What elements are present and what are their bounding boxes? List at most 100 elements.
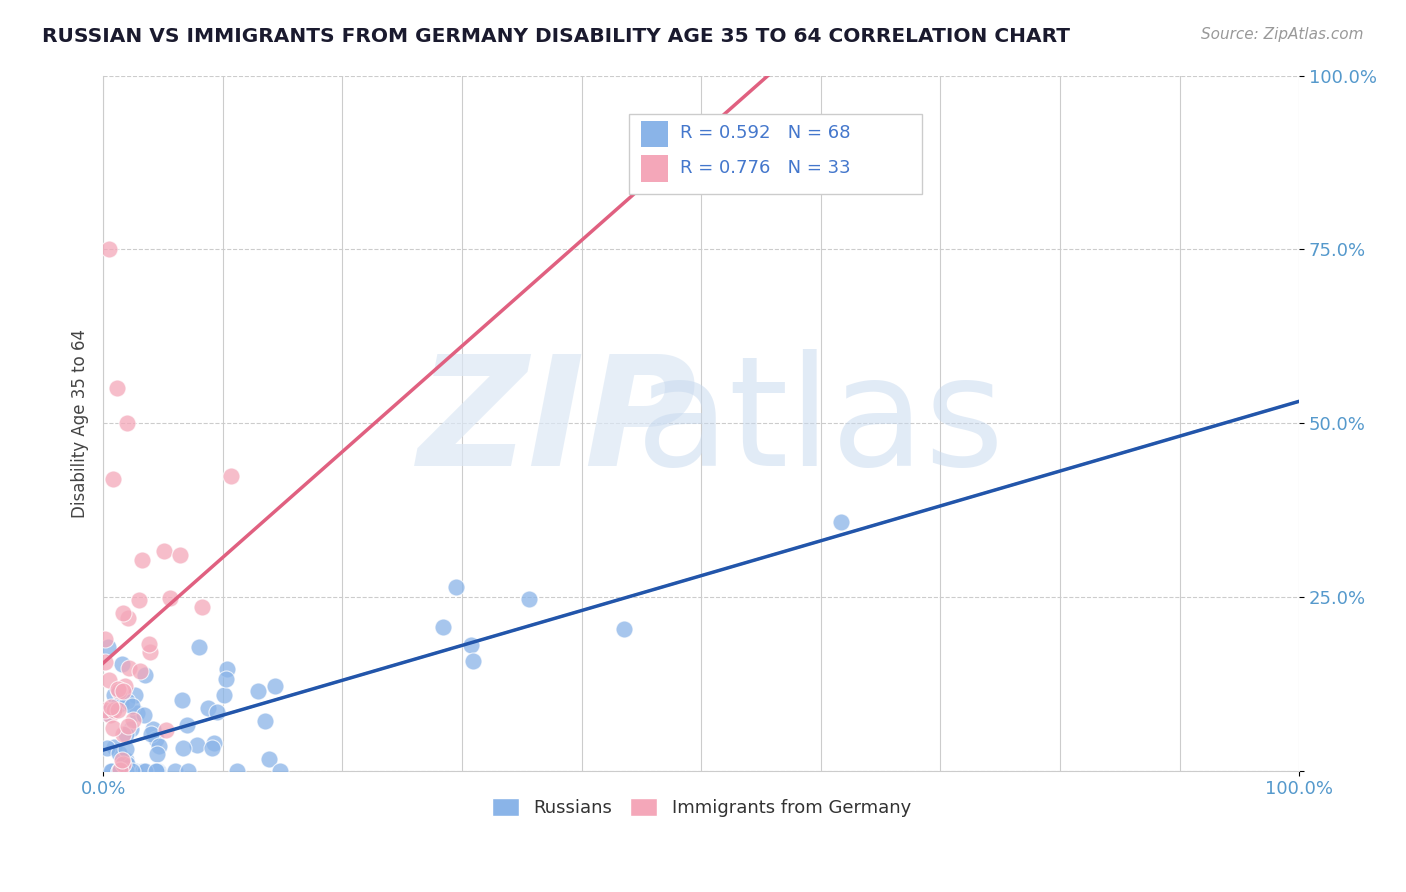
Bar <box>641 120 668 147</box>
Text: Source: ZipAtlas.com: Source: ZipAtlas.com <box>1201 27 1364 42</box>
Point <box>114 679 136 693</box>
Point <box>219 468 242 483</box>
Point <box>169 548 191 562</box>
Point <box>100 700 122 714</box>
Point <box>94 703 117 717</box>
Point <box>124 688 146 702</box>
Point <box>146 764 169 778</box>
Point <box>115 764 138 778</box>
Point <box>177 764 200 778</box>
Point <box>118 661 141 675</box>
Text: atlas: atlas <box>636 349 1005 498</box>
Point <box>121 764 143 778</box>
Point <box>115 416 138 430</box>
Point <box>96 741 118 756</box>
Point <box>176 718 198 732</box>
Bar <box>630 114 922 194</box>
Point <box>269 764 291 778</box>
Point <box>187 640 209 655</box>
Point <box>172 740 194 755</box>
Point <box>197 701 219 715</box>
Point <box>103 721 125 735</box>
Point <box>94 706 117 720</box>
Point <box>115 756 138 771</box>
Point <box>142 722 165 736</box>
Point <box>141 727 163 741</box>
Point <box>93 632 115 646</box>
Point <box>125 706 148 721</box>
Point <box>111 756 134 771</box>
Point <box>120 723 142 737</box>
Point <box>100 764 122 778</box>
Point <box>108 763 131 777</box>
Point <box>115 753 138 767</box>
Point <box>101 472 124 486</box>
Point <box>107 703 129 717</box>
Point <box>146 747 169 762</box>
Point <box>146 764 169 778</box>
Point <box>246 684 269 698</box>
Point <box>128 592 150 607</box>
Text: R = 0.776   N = 33: R = 0.776 N = 33 <box>679 159 851 177</box>
Point <box>225 764 247 778</box>
Point <box>103 688 125 702</box>
Point <box>212 688 235 702</box>
Point <box>207 705 229 719</box>
Point <box>107 698 129 712</box>
Point <box>148 739 170 753</box>
Point <box>117 611 139 625</box>
Point <box>263 679 285 693</box>
Point <box>107 764 129 778</box>
Point <box>131 552 153 566</box>
Point <box>98 242 121 256</box>
Point <box>444 580 467 594</box>
Point <box>111 657 134 672</box>
Point <box>215 662 238 676</box>
Text: RUSSIAN VS IMMIGRANTS FROM GERMANY DISABILITY AGE 35 TO 64 CORRELATION CHART: RUSSIAN VS IMMIGRANTS FROM GERMANY DISAB… <box>42 27 1070 45</box>
Point <box>117 719 139 733</box>
Point <box>93 655 115 669</box>
Point <box>134 668 156 682</box>
Point <box>122 714 145 728</box>
Point <box>159 591 181 606</box>
Legend: Russians, Immigrants from Germany: Russians, Immigrants from Germany <box>484 790 918 824</box>
Point <box>103 703 125 717</box>
Point <box>201 741 224 756</box>
Point <box>129 664 152 678</box>
Point <box>517 592 540 607</box>
Point <box>100 764 122 778</box>
Point <box>112 684 135 698</box>
Point <box>257 752 280 766</box>
Y-axis label: Disability Age 35 to 64: Disability Age 35 to 64 <box>72 328 89 517</box>
Text: ZIP: ZIP <box>418 349 697 498</box>
Point <box>131 764 153 778</box>
Point <box>97 640 120 654</box>
Point <box>105 764 128 778</box>
Point <box>115 727 138 741</box>
Text: R = 0.592   N = 68: R = 0.592 N = 68 <box>679 124 851 142</box>
Bar <box>641 155 668 182</box>
Point <box>107 682 129 697</box>
Point <box>613 622 636 636</box>
Point <box>460 638 482 652</box>
Point <box>112 760 135 774</box>
Point <box>108 684 131 698</box>
Point <box>114 742 136 756</box>
Point <box>153 543 176 558</box>
Point <box>191 599 214 614</box>
Point <box>214 672 236 686</box>
Point <box>253 714 276 729</box>
Point <box>111 606 134 620</box>
Point <box>108 764 131 778</box>
Point <box>98 708 121 723</box>
Point <box>145 764 167 778</box>
Point <box>112 764 135 778</box>
Point <box>117 764 139 778</box>
Point <box>98 673 121 687</box>
Point <box>111 753 134 767</box>
Point <box>145 732 167 747</box>
Point <box>132 708 155 723</box>
Point <box>111 726 134 740</box>
Point <box>107 381 129 395</box>
Point <box>186 739 208 753</box>
